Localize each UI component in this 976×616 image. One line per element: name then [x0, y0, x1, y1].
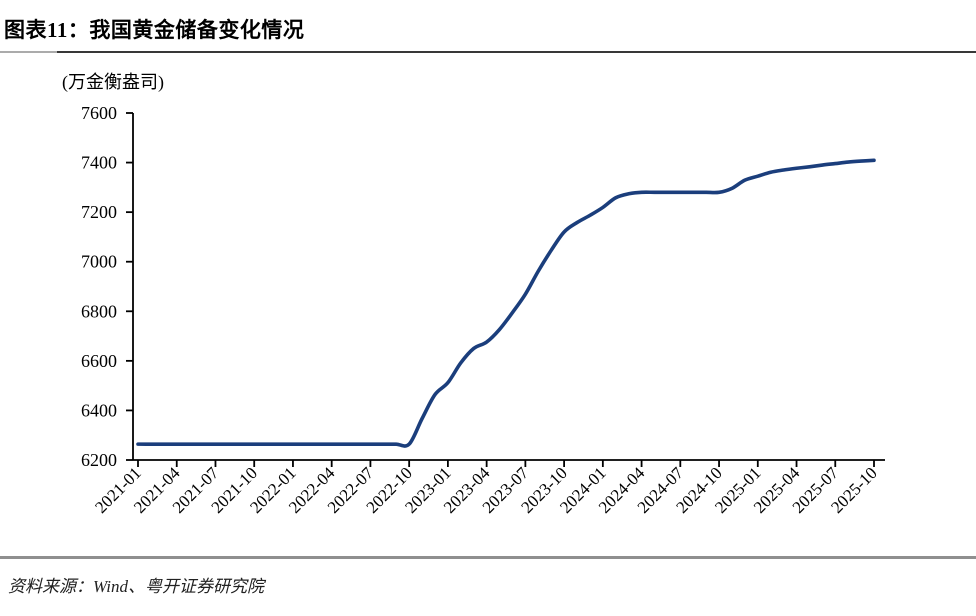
x-axis-tick-labels: 2021-012021-042021-072021-102022-012022-… [91, 463, 881, 517]
y-tick-label: 6200 [81, 450, 117, 470]
axes [126, 112, 885, 467]
y-tick-label: 7200 [81, 202, 117, 222]
gold-reserve-series-line [136, 158, 876, 448]
y-tick-label: 6400 [81, 400, 117, 420]
y-tick-label: 7600 [81, 103, 117, 123]
y-axis-unit-label: (万金衡盎司) [62, 72, 164, 93]
y-axis-tick-labels: 6200 6400 6600 6800 7000 7200 7400 7600 [81, 103, 117, 470]
y-tick-label: 7000 [81, 252, 117, 272]
y-tick-label: 7400 [81, 153, 117, 173]
y-tick-label: 6600 [81, 351, 117, 371]
title-rule-left-segment [0, 51, 57, 53]
source-note: 资料来源：Wind、粤开证券研究院 [8, 577, 264, 596]
chart-title: 图表11：我国黄金储备变化情况 [4, 18, 305, 42]
footer-rule [0, 556, 976, 559]
title-rule [57, 51, 976, 53]
y-tick-label: 6800 [81, 301, 117, 321]
